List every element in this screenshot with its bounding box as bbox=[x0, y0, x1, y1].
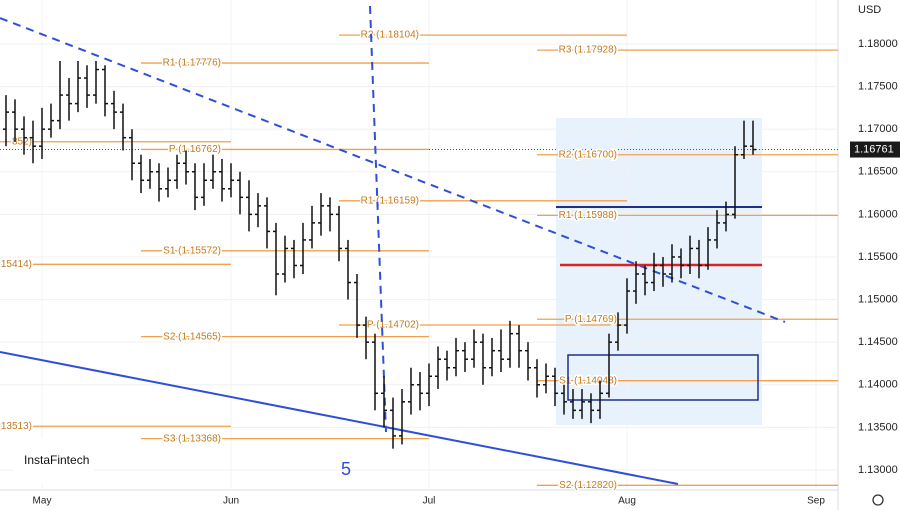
pivot-label: S2 (1.12820) bbox=[559, 480, 617, 491]
axes: 1.18000 1.17500 1.17000 1.16500 1.16000 1.155… bbox=[33, 38, 900, 507]
x-tick-label: Aug bbox=[618, 496, 636, 507]
x-tick-label: Sep bbox=[807, 496, 825, 507]
pivot-label: R1 (1.17776) bbox=[163, 58, 221, 69]
pivot-label: R1 (1.15988) bbox=[559, 210, 617, 221]
y-tick-label: 1.16000 bbox=[858, 208, 898, 220]
pivot-label: S1 (1.15572) bbox=[163, 245, 221, 256]
pivot-label: R3 (1.17928) bbox=[559, 45, 617, 56]
pivot-levels: 852) 1.15414) 1.13513) R1 (1.17776) P (1.167… bbox=[0, 28, 838, 492]
y-tick-label: 1.17000 bbox=[858, 123, 898, 135]
pivot-label: 1.15414) bbox=[0, 259, 32, 270]
y-tick-label: 1.13500 bbox=[858, 421, 898, 433]
watermark-box bbox=[14, 438, 94, 484]
y-tick-label: 1.14000 bbox=[858, 379, 898, 391]
x-tick-label: Jun bbox=[223, 496, 239, 507]
price-bars bbox=[3, 61, 756, 449]
profile-zone bbox=[556, 118, 762, 425]
range-box bbox=[567, 354, 759, 401]
x-tick-label: Jul bbox=[423, 496, 436, 507]
pivot-label: P (1.14702) bbox=[367, 320, 419, 331]
watermark: InstaFintech bbox=[24, 453, 89, 467]
wave-label: 5 bbox=[341, 459, 351, 479]
y-tick-label: 1.15000 bbox=[858, 293, 898, 305]
settings-icon[interactable] bbox=[872, 494, 884, 506]
pivot-label: P (1.16762) bbox=[169, 144, 221, 155]
x-tick-label: May bbox=[33, 496, 52, 507]
pivot-label: S2 (1.14565) bbox=[163, 331, 221, 342]
pivot-label: R2 (1.18104) bbox=[361, 30, 419, 41]
pivot-label: 1.13513) bbox=[0, 421, 32, 432]
pivot-label: S1 (1.14048) bbox=[559, 375, 617, 386]
y-tick-label: 1.17500 bbox=[858, 80, 898, 92]
pivot-label: S3 (1.13368) bbox=[163, 433, 221, 444]
pivot-label: R2 (1.16700) bbox=[559, 149, 617, 160]
y-tick-label: 1.15500 bbox=[858, 251, 898, 263]
pivot-label: 852) bbox=[12, 136, 32, 147]
last-price-label: 1.16761 bbox=[854, 143, 894, 155]
y-tick-label: 1.13000 bbox=[858, 464, 898, 476]
channel-line bbox=[0, 351, 679, 485]
wave-marker bbox=[369, 5, 387, 433]
pivot-label: R1 (1.16159) bbox=[361, 195, 419, 206]
y-tick-label: 1.18000 bbox=[858, 38, 898, 50]
currency: USD bbox=[858, 4, 881, 16]
last-price-tag bbox=[850, 141, 900, 158]
y-tick-label: 1.14500 bbox=[858, 336, 898, 348]
pivot-label: P (1.14769) bbox=[565, 314, 617, 325]
y-tick-label: 1.16500 bbox=[858, 166, 898, 178]
